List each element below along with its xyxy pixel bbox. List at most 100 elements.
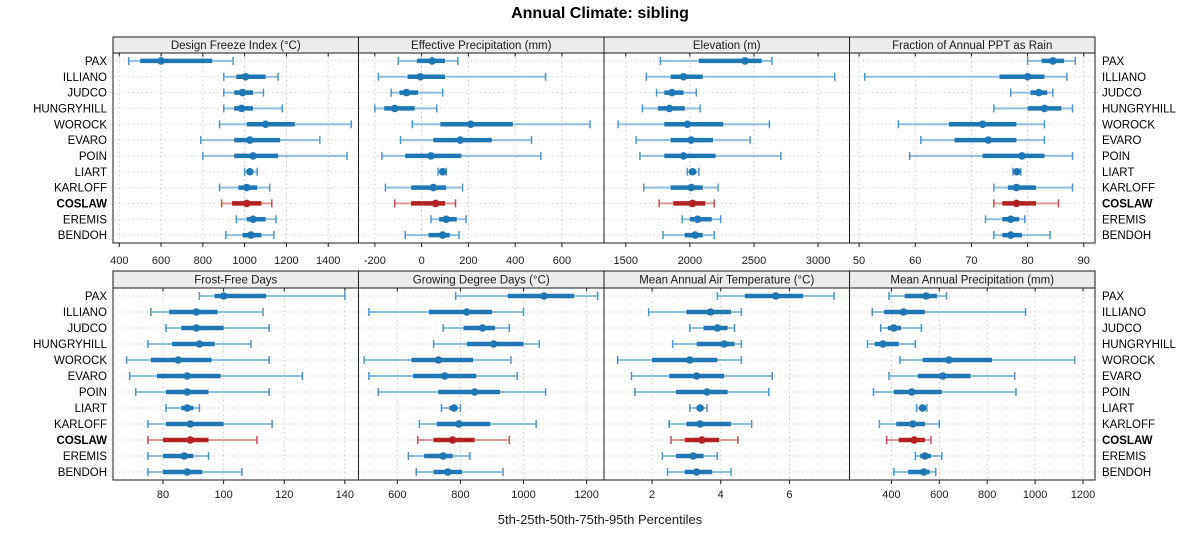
station-label-left-judco: JUDCO	[67, 88, 107, 100]
series-evaro	[630, 372, 773, 380]
series-hungryhill	[222, 104, 283, 113]
station-label-right-bendoh: BENDOH	[1102, 467, 1151, 479]
median-dot	[665, 104, 674, 113]
median-dot	[1040, 104, 1049, 113]
series-judco	[655, 88, 698, 97]
station-label-left-hungryhill: HUNGRYHILL	[33, 339, 108, 351]
series-judco	[390, 88, 444, 97]
x-tick-label: 2	[649, 489, 655, 501]
median-dot	[720, 340, 728, 348]
series-bendoh	[993, 231, 1051, 240]
x-tick-label: 600	[388, 489, 406, 501]
x-tick-label: 1200	[1071, 489, 1095, 501]
series-illiano	[377, 72, 547, 81]
series-worock	[411, 120, 591, 129]
series-judco	[689, 324, 736, 332]
median-dot	[183, 468, 192, 476]
station-label-right-illiano: ILLIANO	[1102, 72, 1146, 84]
series-judco	[165, 324, 270, 332]
median-dot	[249, 152, 257, 160]
median-dot	[696, 404, 704, 412]
series-worock	[899, 356, 1076, 364]
median-dot	[238, 88, 247, 97]
x-tick-label: 80	[157, 489, 169, 501]
series-illiano	[645, 72, 836, 81]
x-tick-label: 80	[1021, 255, 1033, 267]
median-dot	[910, 436, 918, 444]
series-worock	[897, 120, 1046, 129]
station-label-left-eremis: EREMIS	[63, 214, 107, 226]
series-worock	[617, 120, 771, 129]
x-tick-label: 100	[214, 489, 232, 501]
median-dot	[540, 292, 548, 300]
series-coslaw	[393, 199, 457, 208]
series-bendoh	[666, 468, 732, 476]
station-label-left-eremis: EREMIS	[63, 451, 107, 463]
x-tick-label: 1400	[316, 255, 340, 267]
station-label-left-bendoh: BENDOH	[58, 230, 107, 242]
station-label-left-bendoh: BENDOH	[58, 467, 107, 479]
x-tick-label: 50	[853, 255, 865, 267]
chart-title: Annual Climate: sibling	[511, 5, 689, 22]
series-judco	[222, 88, 265, 97]
percentiles-axis-label: 5th-25th-50th-75th-95th Percentiles	[497, 512, 703, 527]
station-label-left-illiano: ILLIANO	[63, 307, 107, 319]
station-label-right-judco: JUDCO	[1102, 88, 1142, 100]
median-dot	[247, 231, 255, 239]
median-dot	[428, 57, 436, 65]
panel-border	[849, 52, 1096, 244]
median-dot	[688, 199, 697, 208]
series-liart	[440, 404, 462, 412]
station-label-right-liart: LIART	[1102, 403, 1134, 415]
station-label-left-coslaw: COSLAW	[57, 435, 108, 447]
series-judco	[879, 324, 923, 332]
median-dot	[691, 231, 699, 239]
median-dot	[157, 57, 165, 65]
series-judco	[442, 324, 511, 332]
series-evaro	[920, 136, 1046, 145]
median-dot	[438, 167, 447, 176]
median-dot	[219, 292, 228, 300]
x-tick-label: 140	[336, 489, 354, 501]
series-bendoh	[893, 468, 937, 476]
x-tick-label: 6	[786, 489, 792, 501]
median-dot	[692, 372, 701, 380]
median-dot	[438, 231, 447, 239]
median-dot	[444, 468, 452, 476]
series-hungryhill	[147, 340, 252, 348]
median-dot	[249, 215, 257, 224]
station-label-left-liart: LIART	[75, 167, 107, 179]
panel-growing-degree-days-c: Growing Degree Days (°C) 600 800 1000 1200	[358, 270, 605, 501]
station-label-left-worock: WOROCK	[54, 355, 107, 367]
station-label-left-pax: PAX	[85, 291, 107, 303]
median-dot	[448, 436, 457, 444]
station-label-right-liart: LIART	[1102, 167, 1134, 179]
panel-header-label: Design Freeze Index (°C)	[171, 40, 301, 52]
series-pax	[198, 292, 346, 300]
median-dot	[692, 468, 701, 476]
median-dot	[890, 324, 898, 332]
median-dot	[922, 292, 930, 300]
station-label-left-evaro: EVARO	[68, 135, 107, 147]
series-eremis	[147, 452, 210, 460]
series-karloff	[878, 420, 941, 428]
panel-effective-precipitation-mm: Effective Precipitation (mm) -200 0 200 400 6…	[358, 36, 605, 267]
median-dot	[183, 388, 192, 396]
median-dot	[478, 324, 487, 332]
station-label-right-evaro: EVARO	[1102, 371, 1141, 383]
series-eremis	[914, 452, 943, 460]
station-label-left-karloff: KARLOFF	[54, 419, 107, 431]
series-illiano	[871, 308, 1027, 316]
series-illiano	[368, 308, 525, 316]
x-tick-label: 600	[553, 255, 571, 267]
median-dot	[241, 72, 250, 81]
median-dot	[183, 404, 192, 412]
station-label-right-karloff: KARLOFF	[1102, 419, 1155, 431]
median-dot	[1012, 199, 1021, 208]
panel-header-label: Fraction of Annual PPT as Rain	[892, 40, 1052, 52]
median-dot	[242, 183, 251, 192]
median-dot	[687, 136, 695, 144]
station-label-left-coslaw: COSLAW	[57, 198, 108, 210]
median-dot	[462, 308, 471, 316]
median-dot	[237, 104, 246, 113]
